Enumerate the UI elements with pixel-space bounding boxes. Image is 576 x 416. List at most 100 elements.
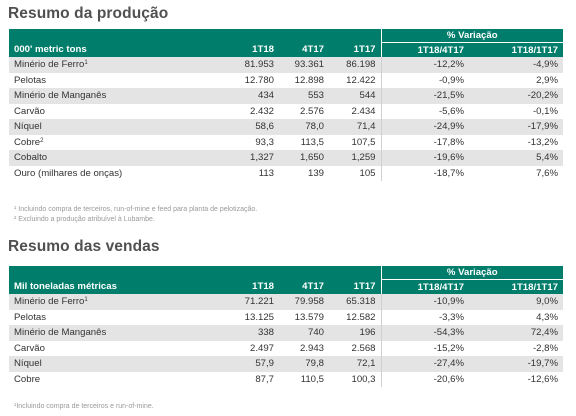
cell-c1: 81.953 [205, 57, 279, 73]
cell-v2: -13,2% [527, 136, 559, 148]
table-row: Carvão 2.497 2.943 2.568 -15,2% -2,8% [9, 340, 563, 357]
cell-v1: -17,8% [380, 134, 469, 150]
row-label-text: Cobre [14, 136, 41, 148]
column-header: 000' metric tons [9, 42, 205, 57]
cell-c1: 338 [205, 325, 279, 341]
column-header: 1T18/4T17 [380, 42, 469, 57]
row-label: Níquel [9, 356, 205, 372]
row-label: Pelotas [9, 73, 205, 89]
cell-c2: 110,5 [300, 373, 324, 385]
cell-v1: -0,9% [380, 72, 469, 88]
cell-v1: -20,6% [380, 371, 469, 387]
footnote-marker: 1 [84, 297, 88, 304]
cell-c2: 553 [279, 88, 329, 104]
cell-c2: 2.576 [299, 105, 324, 117]
table-row: Pelotas 12.780 12.898 12.422 -0,9% 2,9% [9, 72, 563, 89]
row-label: Ouro (milhares de onças) [9, 166, 205, 182]
table-row: Minério de Manganês 434 553 544 -21,5% -20,2% [9, 88, 564, 104]
row-label-text: Minério de Manganês [14, 327, 107, 339]
cell-c1: 12.780 [244, 74, 274, 86]
cell-c2: 113,5 [300, 136, 324, 148]
variation-header: % Variação [380, 266, 564, 280]
cell-c2: 79.958 [279, 294, 329, 310]
row-label: Minério de Ferro1 [9, 57, 205, 73]
row-label-text: Níquel [14, 121, 42, 133]
sales-table: % Variação Mil toneladas métricas 1T18 4T17… [9, 266, 564, 387]
cell-v1: -18,7% [380, 165, 469, 181]
cell-c3: 72,1 [329, 356, 381, 372]
cell-v2: -0,1% [532, 105, 559, 117]
table-row: Ouro (milhares de onças) 113 139 105 -18,7% 7… [9, 165, 563, 182]
cell-v1: -15,2% [380, 340, 469, 356]
cell-c2: 1,650 [279, 150, 329, 166]
footnote: ² Excluindo a produção atribuível à Luba… [14, 215, 155, 223]
row-label-text: Minério de Ferro [14, 296, 85, 308]
production-notes: ¹ Incluindo compra de terceiros, run-of-… [14, 205, 257, 224]
table-row: Minério de Ferro1 81.953 93.361 86.198 -12,2… [9, 57, 564, 73]
cell-v1: -24,9% [380, 119, 469, 135]
row-label-text: Cobalto [14, 152, 48, 164]
variation-header-row: % Variação [9, 266, 564, 280]
row-label-text: Carvão [14, 105, 45, 117]
row-label-text: Cobre [14, 373, 41, 385]
cell-c3: 2.434 [351, 105, 376, 117]
cell-c1: 113 [258, 167, 274, 179]
column-header: 1T17 [329, 42, 381, 57]
column-header: 1T18 [205, 42, 279, 57]
cell-c3: 196 [329, 325, 381, 341]
column-header: 1T18/4T17 [380, 279, 469, 294]
row-label: Minério de Ferro1 [9, 294, 205, 310]
cell-v1: -27,4% [380, 356, 469, 372]
cell-c1: 58,6 [205, 119, 279, 135]
cell-v2: -4,9% [469, 57, 564, 73]
column-header: 4T17 [279, 279, 329, 294]
row-label-text: Carvão [14, 342, 45, 354]
row-label: Pelotas [9, 310, 205, 326]
cell-v2: -19,7% [469, 356, 564, 372]
production-table: % Variação 000' metric tons 1T18 4T17 1T17 1T… [9, 29, 564, 182]
cell-v2: 4,3% [536, 311, 559, 323]
cell-v1: -10,9% [380, 294, 469, 310]
cell-c2: 79,8 [279, 356, 329, 372]
row-label-text: Ouro (milhares de onças) [14, 167, 123, 179]
cell-c1: 87,7 [255, 373, 274, 385]
cell-v1: -5,6% [380, 103, 469, 119]
cell-v2: -17,9% [469, 119, 564, 135]
row-label-text: Minério de Manganês [14, 90, 107, 102]
sales-title: Resumo das vendas [8, 238, 160, 255]
cell-c3: 105 [359, 167, 376, 179]
cell-c1: 57,9 [205, 356, 279, 372]
cell-v2: -12,6% [527, 373, 559, 385]
sales-notes: ¹Incluindo compra de terceiros e run-of-… [14, 402, 154, 412]
cell-c2: 139 [307, 167, 324, 179]
row-label: Cobalto [9, 150, 205, 166]
row-label: Carvão [9, 341, 205, 357]
table-row: Pelotas 13.125 13.579 12.582 -3,3% 4,3% [9, 309, 563, 326]
cell-v2: 7,6% [536, 167, 559, 179]
table-row: Níquel 58,6 78,0 71,4 -24,9% -17,9% [9, 119, 564, 135]
cell-c3: 2.568 [351, 342, 376, 354]
column-header: 1T18/1T17 [469, 42, 564, 57]
cell-c3: 1,259 [329, 150, 381, 166]
row-label-text: Níquel [14, 358, 42, 370]
cell-v2: -20,2% [469, 88, 564, 104]
cell-c3: 65.318 [329, 294, 381, 310]
column-header: 1T18/1T17 [469, 279, 564, 294]
cell-v2: 9,0% [469, 294, 564, 310]
cell-c1: 434 [205, 88, 279, 104]
cell-v1: -19,6% [380, 150, 469, 166]
cell-c1: 2.432 [249, 105, 274, 117]
footnote: ¹Incluindo compra de terceiros e run-of-… [14, 403, 154, 410]
column-header: 1T17 [329, 279, 381, 294]
cell-c3: 86.198 [329, 57, 381, 73]
cell-c2: 93.361 [279, 57, 329, 73]
cell-c3: 100,3 [351, 373, 376, 385]
production-title: Resumo da produção [8, 5, 169, 22]
footnote: ¹ Incluindo compra de terceiros, run-of-… [14, 206, 258, 213]
table-row: Minério de Manganês 338 740 196 -54,3% 72,4% [9, 325, 564, 341]
cell-c2: 2.943 [299, 342, 324, 354]
cell-c1: 13.125 [244, 311, 274, 323]
row-label: Minério de Manganês [9, 88, 205, 104]
column-header: Mil toneladas métricas [9, 279, 205, 294]
cell-c2: 740 [279, 325, 329, 341]
